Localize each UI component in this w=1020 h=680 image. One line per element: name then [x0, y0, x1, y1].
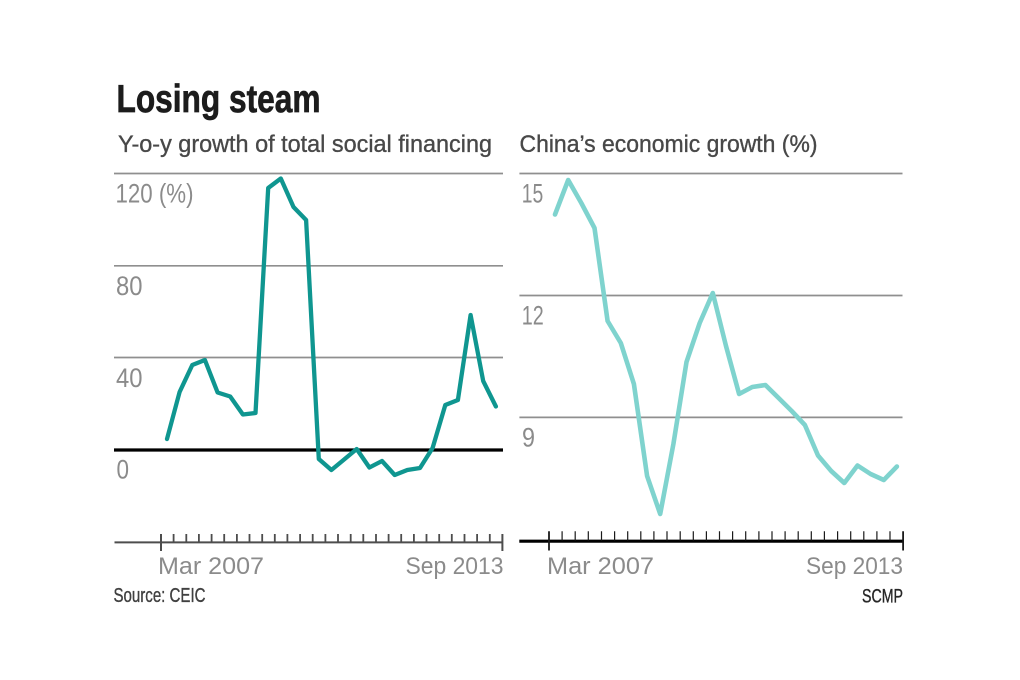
svg-text:Source: CEIC: Source: CEIC [114, 585, 206, 607]
svg-text:China’s economic growth (%): China’s economic growth (%) [520, 131, 818, 158]
svg-text:15: 15 [522, 179, 544, 209]
svg-text:0: 0 [117, 455, 130, 485]
svg-text:SCMP: SCMP [862, 586, 903, 608]
svg-text:80: 80 [116, 271, 143, 301]
svg-text:Y-o-y growth of total social f: Y-o-y growth of total social financing [118, 131, 492, 158]
svg-text:Losing steam: Losing steam [117, 78, 321, 121]
svg-text:Mar 2007: Mar 2007 [547, 553, 654, 580]
svg-text:Sep 2013: Sep 2013 [806, 553, 903, 580]
svg-text:9: 9 [522, 422, 535, 452]
svg-text:40: 40 [116, 363, 143, 393]
svg-text:120 (%): 120 (%) [116, 179, 194, 209]
svg-text:Sep 2013: Sep 2013 [406, 553, 504, 580]
svg-text:12: 12 [522, 301, 544, 331]
svg-text:Mar 2007: Mar 2007 [158, 553, 264, 580]
